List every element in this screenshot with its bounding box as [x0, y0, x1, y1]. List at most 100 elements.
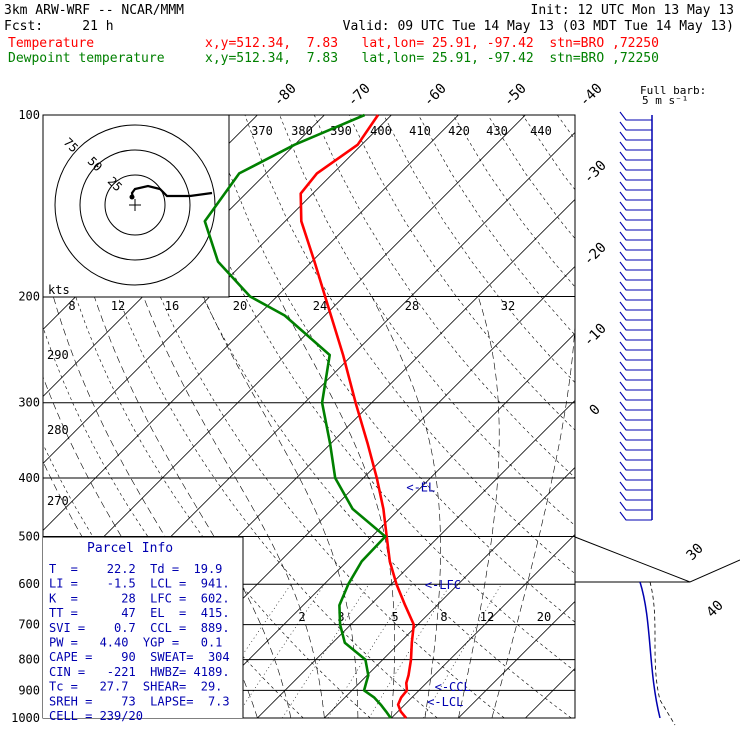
dry-adiabat-450 [592, 115, 740, 718]
wind-barb [619, 401, 652, 411]
dry-adiabat-460 [627, 115, 740, 718]
theta-left-label-270: 270 [47, 494, 69, 508]
mixing-ratio-20 [422, 584, 502, 718]
pressure-label-400: 400 [18, 471, 40, 485]
forecast-hour: Fcst: 21 h [4, 19, 114, 34]
wind-barb [619, 121, 652, 131]
parcel-info-bg [43, 537, 243, 718]
wind-barb [619, 251, 652, 261]
isotherm-label--40: -40 [577, 81, 606, 110]
mixing-ratio-label-8: 8 [440, 610, 447, 624]
parcel-info-row: Tc = 27.7 SHEAR= 29. [49, 680, 222, 694]
dry-adiabat-360 [279, 115, 575, 526]
parcel-info-title: Parcel Info [87, 541, 173, 556]
isotherm-label--80: -80 [271, 81, 300, 110]
temperature-legend-label: Temperature [8, 36, 95, 51]
parcel-info-row: T = 22.2 Td = 19.9 [49, 562, 222, 576]
dry-adiabat-340 [209, 115, 575, 623]
wind-barb [619, 491, 652, 501]
wind-barb [619, 141, 652, 151]
theta-label-410: 410 [409, 124, 431, 138]
pressure-label-1000: 1000 [11, 711, 40, 725]
wind-barb [619, 411, 652, 421]
hodograph-box [42, 114, 230, 298]
wind-barb [619, 511, 652, 521]
wind-speed-trace [639, 581, 661, 719]
wind-barb [619, 271, 652, 281]
wind-barb [619, 131, 652, 141]
dry-adiabat-380 [348, 115, 575, 431]
plot-frame [42, 114, 576, 719]
mixing-ratio-mid-label-28: 28 [405, 299, 419, 313]
dry-adiabat-320 [140, 115, 572, 718]
init-time: Init: 12 UTC Mon 13 May 13 [530, 3, 735, 18]
theta-label-380: 380 [291, 124, 313, 138]
parcel-info-row: LI = -1.5 LCL = 941. [49, 577, 230, 591]
isotherm-label--10: -10 [581, 321, 610, 350]
theta-label-440: 440 [530, 124, 552, 138]
level-marker-el: <-EL [406, 481, 435, 495]
wind-barb [619, 471, 652, 481]
dry-adiabat-350 [244, 115, 575, 575]
mixing-ratio-mid-label-12: 12 [111, 299, 125, 313]
moist-adiabat-30 [458, 296, 500, 718]
wind-barb [619, 181, 652, 191]
wind-barb [619, 261, 652, 271]
wind-barb [619, 341, 652, 351]
isotherm-label--30: -30 [581, 158, 610, 187]
isotherm-10 [324, 466, 575, 718]
moist-adiabat-20 [278, 296, 395, 718]
theta-label-400: 400 [370, 124, 392, 138]
speed-profile: 30 40 [574, 536, 740, 726]
hodograph-trace [130, 184, 213, 199]
isotherm-50 [592, 115, 740, 718]
wind-barb [619, 191, 652, 201]
speed-scale-label-30: 30 [684, 541, 707, 564]
pressure-label-800: 800 [18, 653, 40, 667]
wind-barb [619, 501, 652, 511]
mixing-ratio-label-2: 2 [298, 610, 305, 624]
isotherm-30 [458, 600, 575, 718]
dewpoint-legend-label: Dewpoint temperature [8, 51, 165, 66]
isotherm-label--60: -60 [421, 81, 450, 110]
isotherm-40 [525, 667, 575, 718]
theta-label-430: 430 [486, 124, 508, 138]
wind-barb [619, 381, 652, 391]
barb-legend-line2: 5 m s⁻¹ [642, 94, 688, 107]
mixing-ratio-label-5: 5 [391, 610, 398, 624]
wind-barb [619, 281, 652, 291]
mixing-ratio-mid-label-8: 8 [68, 299, 75, 313]
speed-guide-1 [649, 581, 676, 726]
isotherm--10 [190, 332, 575, 718]
wind-barb [619, 231, 652, 241]
isotherm--70 [43, 115, 392, 464]
speed-scale-label-40: 40 [704, 598, 727, 621]
parcel-info-row: CELL = 239/20 [49, 709, 143, 723]
dry-adiabat-310 [105, 115, 505, 718]
speed-axis-top [574, 536, 740, 583]
level-marker-ccl: <-CCL [435, 680, 471, 694]
isotherm--50 [43, 115, 526, 598]
temperature-profile [299, 114, 416, 719]
wind-barb [619, 391, 652, 401]
wind-barb [619, 151, 652, 161]
mixing-ratio-mid-label-24: 24 [313, 299, 327, 313]
wind-barb [619, 221, 652, 231]
wind-barb [619, 211, 652, 221]
pressure-label-900: 900 [18, 683, 40, 697]
wind-barb [619, 481, 652, 491]
dewpoint-location-info: x,y=512.34, 7.83 lat,lon= 25.91, -97.42 … [205, 51, 659, 66]
moist-adiabat-25 [371, 296, 441, 718]
wind-barb [619, 161, 652, 171]
barb-legend-line1: Full barb: [640, 84, 706, 97]
dry-adiabat-400 [418, 115, 575, 336]
wind-barb-column: Full barb:5 m s⁻¹ [619, 84, 706, 521]
moist-adiabat-35 [491, 319, 575, 718]
model-title: 3km ARW-WRF -- NCAR/MMM [4, 3, 185, 18]
level-marker-lfc: <-LFC [425, 578, 461, 592]
wind-barb [619, 301, 652, 311]
mixing-ratio-2 [199, 584, 292, 718]
pressure-label-300: 300 [18, 396, 40, 410]
hodograph-ring [104, 174, 166, 236]
wind-barb [619, 351, 652, 361]
